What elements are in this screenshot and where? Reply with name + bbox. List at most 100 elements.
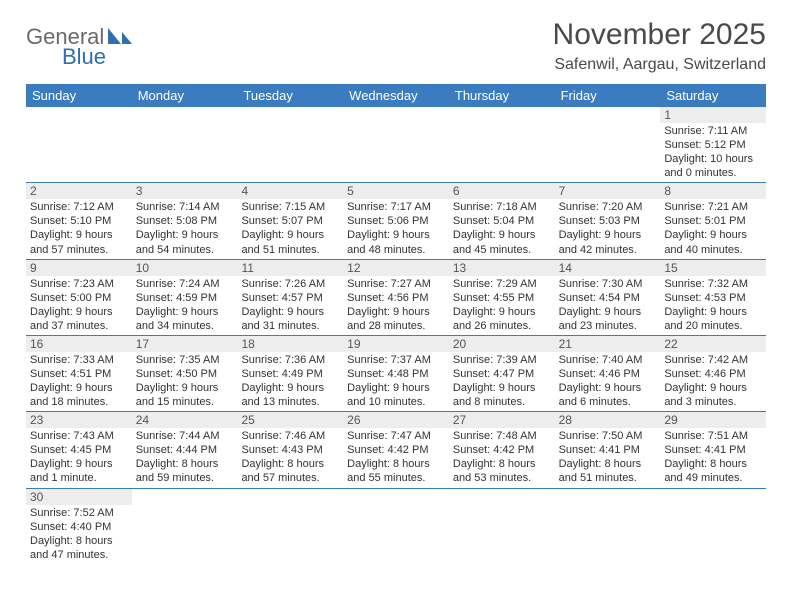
day-number: 26 [343, 412, 449, 428]
empty-cell [132, 107, 238, 182]
day-number: 28 [555, 412, 661, 428]
day-number: 12 [343, 260, 449, 276]
day-data: Sunrise: 7:52 AMSunset: 4:40 PMDaylight:… [26, 505, 132, 564]
day-cell: 2Sunrise: 7:12 AMSunset: 5:10 PMDaylight… [26, 183, 132, 258]
day-number: 9 [26, 260, 132, 276]
day-number: 29 [660, 412, 766, 428]
day-cell: 3Sunrise: 7:14 AMSunset: 5:08 PMDaylight… [132, 183, 238, 258]
day-number: 27 [449, 412, 555, 428]
day-cell: 26Sunrise: 7:47 AMSunset: 4:42 PMDayligh… [343, 412, 449, 487]
day-data: Sunrise: 7:36 AMSunset: 4:49 PMDaylight:… [237, 352, 343, 411]
day-data: Sunrise: 7:37 AMSunset: 4:48 PMDaylight:… [343, 352, 449, 411]
day-cell: 16Sunrise: 7:33 AMSunset: 4:51 PMDayligh… [26, 336, 132, 411]
empty-cell [343, 107, 449, 182]
day-header: Wednesday [343, 84, 449, 107]
calendar: SundayMondayTuesdayWednesdayThursdayFrid… [26, 84, 766, 564]
day-cell: 21Sunrise: 7:40 AMSunset: 4:46 PMDayligh… [555, 336, 661, 411]
brand-text: General Blue [26, 26, 134, 68]
day-number: 25 [237, 412, 343, 428]
day-cell: 17Sunrise: 7:35 AMSunset: 4:50 PMDayligh… [132, 336, 238, 411]
day-cell: 5Sunrise: 7:17 AMSunset: 5:06 PMDaylight… [343, 183, 449, 258]
day-number: 1 [660, 107, 766, 123]
empty-cell [26, 107, 132, 182]
day-cell: 13Sunrise: 7:29 AMSunset: 4:55 PMDayligh… [449, 260, 555, 335]
day-number: 3 [132, 183, 238, 199]
day-cell: 12Sunrise: 7:27 AMSunset: 4:56 PMDayligh… [343, 260, 449, 335]
month-title: November 2025 [553, 18, 766, 52]
title-block: November 2025 Safenwil, Aargau, Switzerl… [553, 18, 766, 74]
day-number: 17 [132, 336, 238, 352]
day-cell: 20Sunrise: 7:39 AMSunset: 4:47 PMDayligh… [449, 336, 555, 411]
day-cell: 27Sunrise: 7:48 AMSunset: 4:42 PMDayligh… [449, 412, 555, 487]
day-data: Sunrise: 7:18 AMSunset: 5:04 PMDaylight:… [449, 199, 555, 258]
weeks-container: 1Sunrise: 7:11 AMSunset: 5:12 PMDaylight… [26, 107, 766, 564]
day-data: Sunrise: 7:50 AMSunset: 4:41 PMDaylight:… [555, 428, 661, 487]
day-number: 2 [26, 183, 132, 199]
day-number: 24 [132, 412, 238, 428]
day-data: Sunrise: 7:30 AMSunset: 4:54 PMDaylight:… [555, 276, 661, 335]
day-cell: 23Sunrise: 7:43 AMSunset: 4:45 PMDayligh… [26, 412, 132, 487]
day-data: Sunrise: 7:47 AMSunset: 4:42 PMDaylight:… [343, 428, 449, 487]
empty-cell [132, 489, 238, 564]
day-number: 18 [237, 336, 343, 352]
day-number: 13 [449, 260, 555, 276]
day-header: Monday [132, 84, 238, 107]
week-row: 9Sunrise: 7:23 AMSunset: 5:00 PMDaylight… [26, 260, 766, 336]
day-cell: 8Sunrise: 7:21 AMSunset: 5:01 PMDaylight… [660, 183, 766, 258]
day-number: 19 [343, 336, 449, 352]
day-data: Sunrise: 7:24 AMSunset: 4:59 PMDaylight:… [132, 276, 238, 335]
day-header: Friday [555, 84, 661, 107]
day-cell: 18Sunrise: 7:36 AMSunset: 4:49 PMDayligh… [237, 336, 343, 411]
day-data: Sunrise: 7:29 AMSunset: 4:55 PMDaylight:… [449, 276, 555, 335]
day-data: Sunrise: 7:15 AMSunset: 5:07 PMDaylight:… [237, 199, 343, 258]
day-data: Sunrise: 7:14 AMSunset: 5:08 PMDaylight:… [132, 199, 238, 258]
day-cell: 14Sunrise: 7:30 AMSunset: 4:54 PMDayligh… [555, 260, 661, 335]
day-number: 20 [449, 336, 555, 352]
header: General Blue November 2025 Safenwil, Aar… [26, 18, 766, 74]
week-row: 23Sunrise: 7:43 AMSunset: 4:45 PMDayligh… [26, 412, 766, 488]
day-data: Sunrise: 7:27 AMSunset: 4:56 PMDaylight:… [343, 276, 449, 335]
location-text: Safenwil, Aargau, Switzerland [553, 56, 766, 74]
day-data: Sunrise: 7:40 AMSunset: 4:46 PMDaylight:… [555, 352, 661, 411]
day-data: Sunrise: 7:39 AMSunset: 4:47 PMDaylight:… [449, 352, 555, 411]
day-cell: 11Sunrise: 7:26 AMSunset: 4:57 PMDayligh… [237, 260, 343, 335]
day-cell: 10Sunrise: 7:24 AMSunset: 4:59 PMDayligh… [132, 260, 238, 335]
day-number: 30 [26, 489, 132, 505]
day-data: Sunrise: 7:43 AMSunset: 4:45 PMDaylight:… [26, 428, 132, 487]
day-number: 14 [555, 260, 661, 276]
day-data: Sunrise: 7:20 AMSunset: 5:03 PMDaylight:… [555, 199, 661, 258]
day-data: Sunrise: 7:46 AMSunset: 4:43 PMDaylight:… [237, 428, 343, 487]
empty-cell [555, 107, 661, 182]
day-number: 23 [26, 412, 132, 428]
day-number: 11 [237, 260, 343, 276]
day-number: 8 [660, 183, 766, 199]
day-number: 5 [343, 183, 449, 199]
empty-cell [660, 489, 766, 564]
brand-sail-icon [106, 26, 134, 50]
day-header: Sunday [26, 84, 132, 107]
day-cell: 28Sunrise: 7:50 AMSunset: 4:41 PMDayligh… [555, 412, 661, 487]
empty-cell [237, 489, 343, 564]
day-number: 16 [26, 336, 132, 352]
day-cell: 6Sunrise: 7:18 AMSunset: 5:04 PMDaylight… [449, 183, 555, 258]
day-number: 10 [132, 260, 238, 276]
day-data: Sunrise: 7:17 AMSunset: 5:06 PMDaylight:… [343, 199, 449, 258]
empty-cell [343, 489, 449, 564]
empty-cell [237, 107, 343, 182]
day-cell: 7Sunrise: 7:20 AMSunset: 5:03 PMDaylight… [555, 183, 661, 258]
day-data: Sunrise: 7:51 AMSunset: 4:41 PMDaylight:… [660, 428, 766, 487]
week-row: 16Sunrise: 7:33 AMSunset: 4:51 PMDayligh… [26, 336, 766, 412]
day-number: 21 [555, 336, 661, 352]
day-data: Sunrise: 7:32 AMSunset: 4:53 PMDaylight:… [660, 276, 766, 335]
day-cell: 22Sunrise: 7:42 AMSunset: 4:46 PMDayligh… [660, 336, 766, 411]
brand-logo: General Blue [26, 26, 134, 68]
day-cell: 15Sunrise: 7:32 AMSunset: 4:53 PMDayligh… [660, 260, 766, 335]
day-data: Sunrise: 7:23 AMSunset: 5:00 PMDaylight:… [26, 276, 132, 335]
day-data: Sunrise: 7:33 AMSunset: 4:51 PMDaylight:… [26, 352, 132, 411]
day-header: Thursday [449, 84, 555, 107]
day-cell: 19Sunrise: 7:37 AMSunset: 4:48 PMDayligh… [343, 336, 449, 411]
day-cell: 9Sunrise: 7:23 AMSunset: 5:00 PMDaylight… [26, 260, 132, 335]
week-row: 2Sunrise: 7:12 AMSunset: 5:10 PMDaylight… [26, 183, 766, 259]
day-data: Sunrise: 7:42 AMSunset: 4:46 PMDaylight:… [660, 352, 766, 411]
day-header-row: SundayMondayTuesdayWednesdayThursdayFrid… [26, 84, 766, 107]
